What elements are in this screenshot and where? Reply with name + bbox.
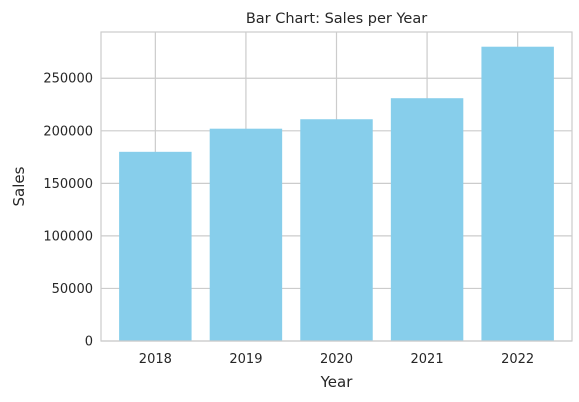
y-tick-label: 50000 [52, 282, 93, 297]
bar-2020 [300, 119, 373, 341]
y-tick-label: 100000 [43, 229, 93, 244]
bar-2021 [390, 98, 464, 341]
y-axis-label: Sales [10, 166, 28, 206]
plot-border [100, 31, 573, 342]
x-tick-label: 2021 [411, 352, 444, 367]
y-tick-label: 150000 [43, 177, 93, 192]
x-tick-label: 2018 [139, 352, 172, 367]
y-tick-label: 0 [85, 335, 93, 350]
x-tick-label: 2019 [229, 352, 262, 367]
bar-2018 [119, 151, 192, 341]
bar-2022 [481, 46, 554, 341]
x-tick-labels: 2018 2019 2020 2021 2022 [139, 352, 534, 367]
bar-layer [119, 46, 554, 341]
y-tick-label: 250000 [43, 72, 93, 87]
y-tick-labels: 0 50000 100000 150000 200000 250000 [43, 72, 93, 350]
y-tick-label: 200000 [43, 124, 93, 139]
x-tick-label: 2020 [320, 352, 353, 367]
x-axis-label: Year [320, 373, 354, 391]
x-tick-label: 2022 [501, 352, 534, 367]
bar-2019 [209, 128, 283, 341]
chart-title: Bar Chart: Sales per Year [246, 11, 427, 27]
